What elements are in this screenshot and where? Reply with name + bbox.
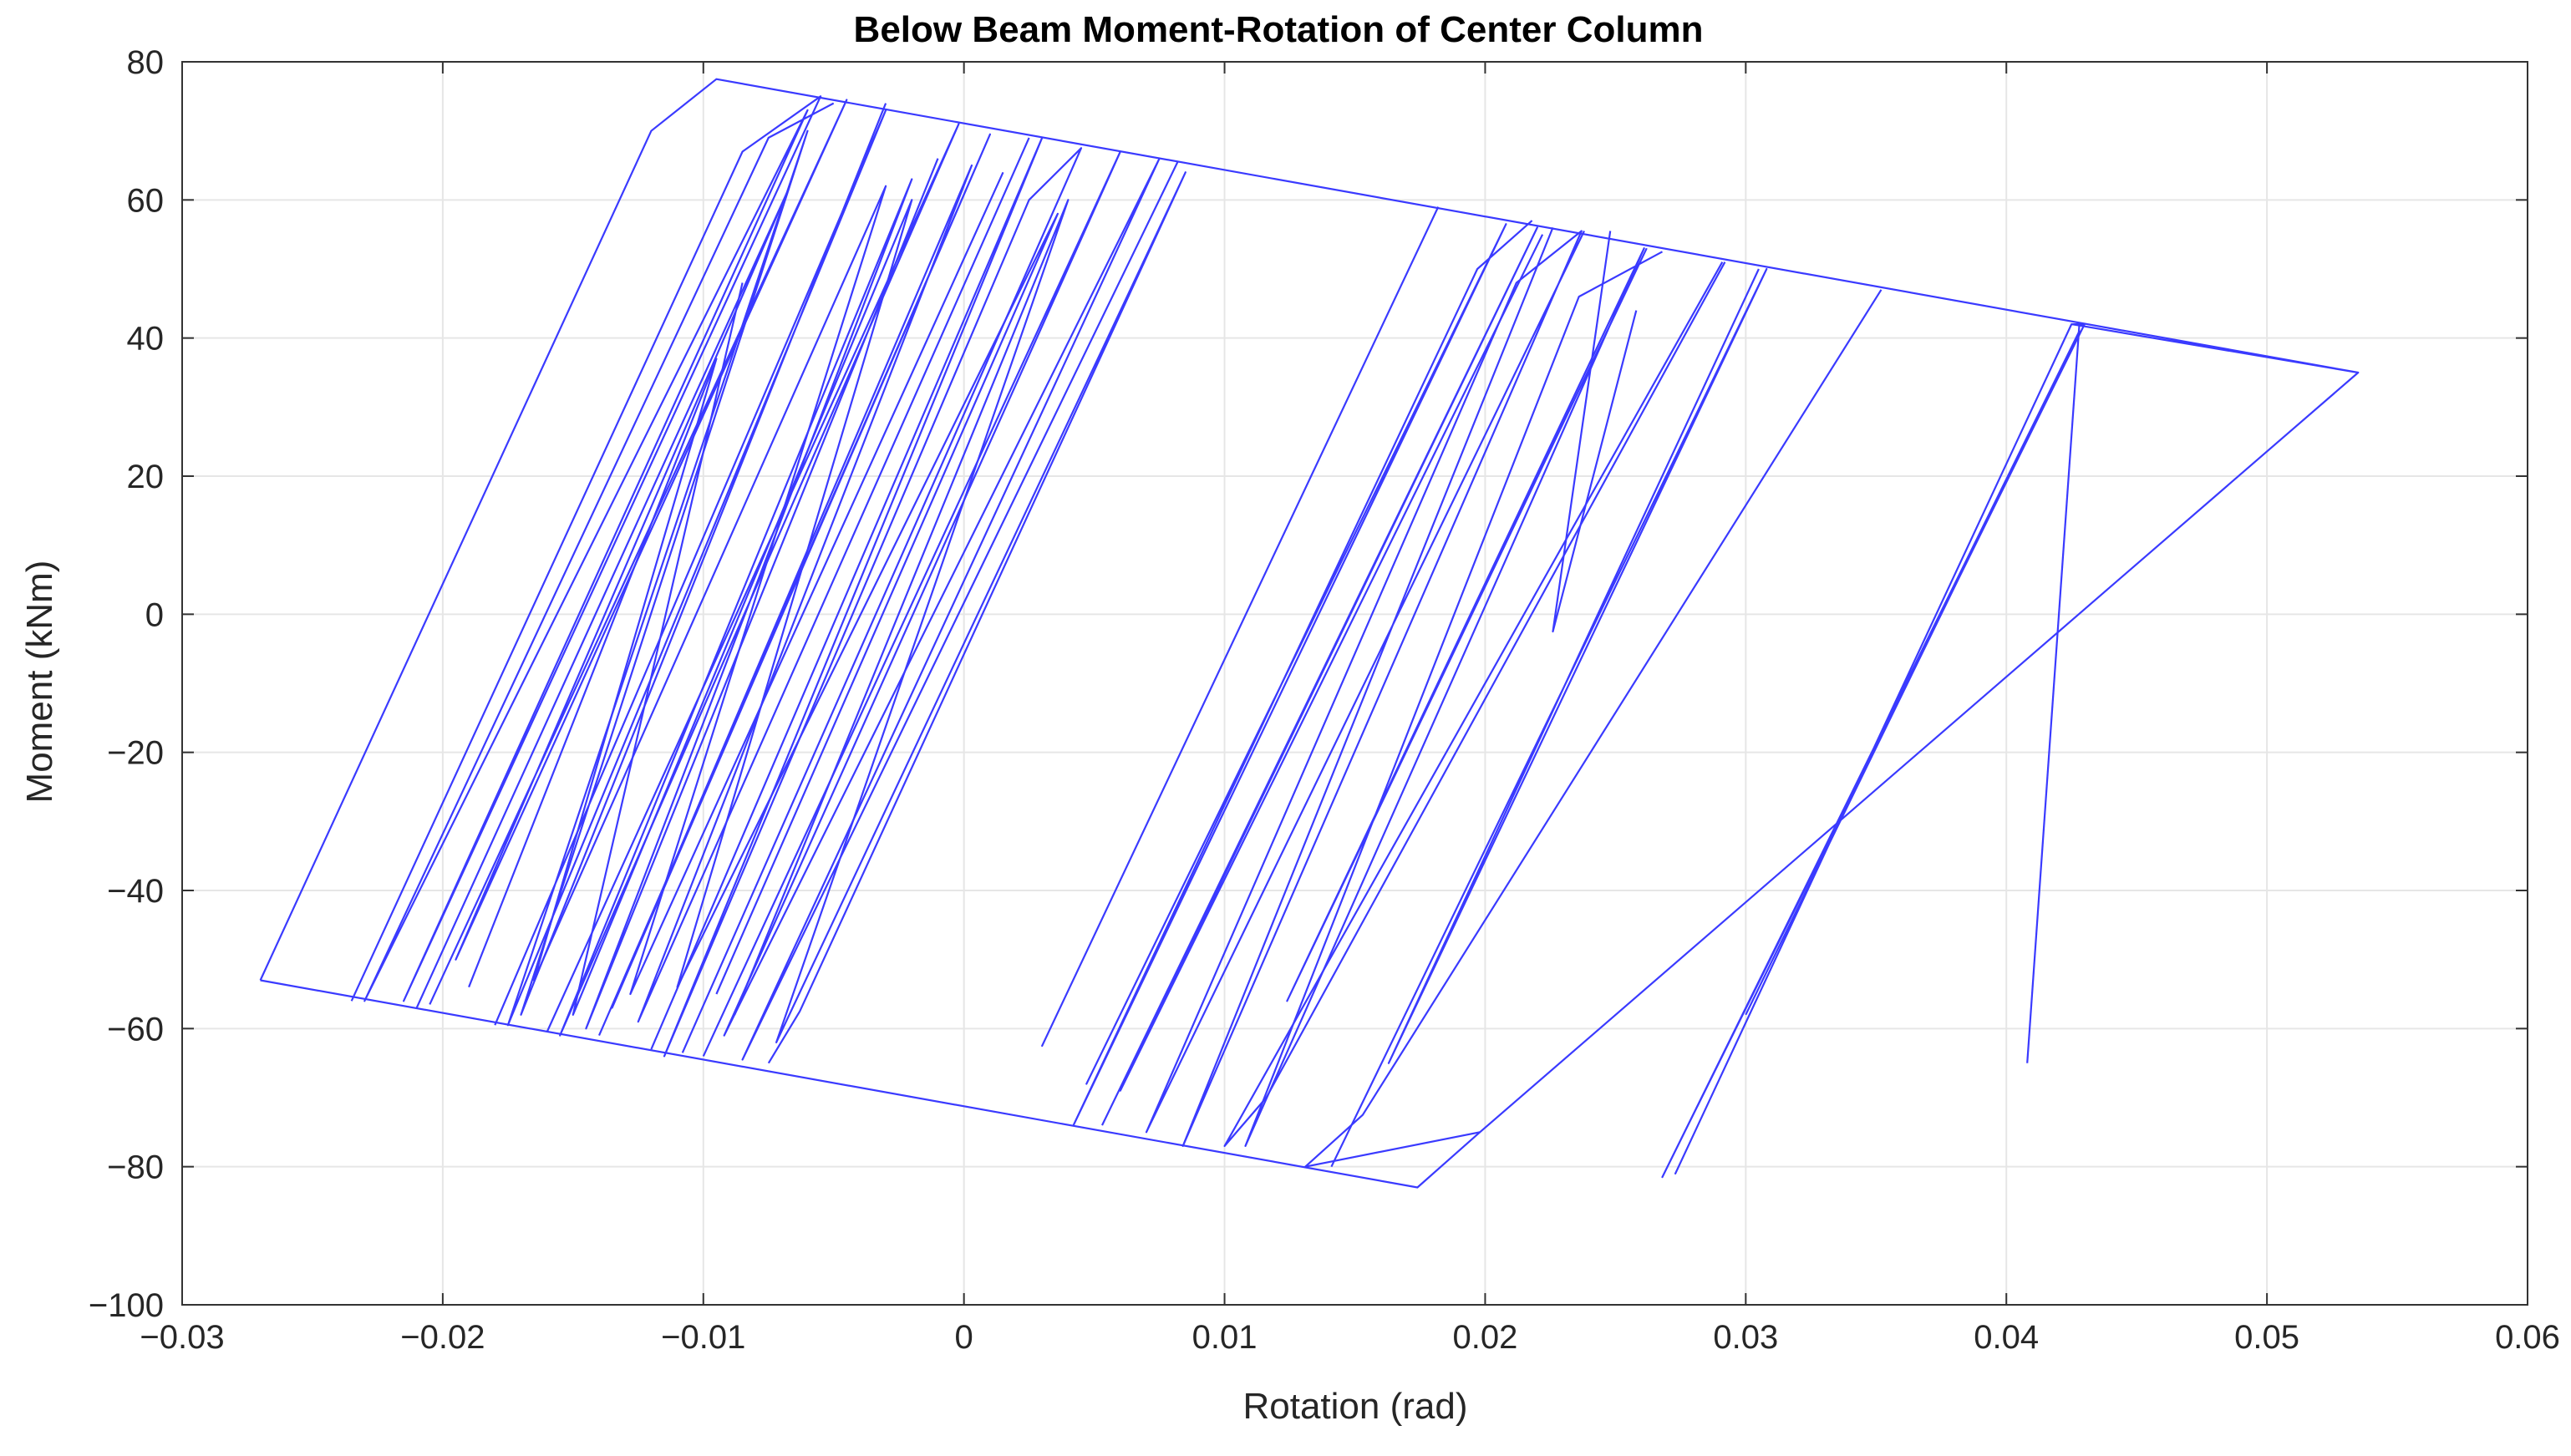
x-tick-label: 0.06 [2495, 1319, 2560, 1356]
x-tick-label: 0.03 [1713, 1319, 1778, 1356]
plot-lines [259, 78, 2360, 1189]
x-tick-label: 0.01 [1192, 1319, 1258, 1356]
y-axis-label: Moment (kNm) [19, 561, 60, 804]
series-line-21 [572, 199, 1059, 1016]
x-tick-label: 0.05 [2234, 1319, 2299, 1356]
y-tick-label: 20 [127, 459, 165, 495]
x-tick-labels: −0.03 −0.02 −0.01 0 0.01 0.02 0.03 0.04 0.05 0.06 [140, 1319, 2560, 1356]
chart-title: Below Beam Moment-Rotation of Center Col… [854, 9, 1704, 50]
y-tick-label: −40 [107, 873, 164, 910]
series-line-7 [1244, 247, 1664, 1148]
x-tick-label: −0.02 [400, 1319, 485, 1356]
series-line-2 [260, 372, 2360, 1189]
x-tick-label: −0.01 [661, 1319, 745, 1356]
y-tick-label: −100 [89, 1287, 164, 1324]
x-tick-label: 0.02 [1453, 1319, 1518, 1356]
series-line-17 [597, 133, 1030, 1037]
series-line-12 [1041, 206, 1440, 1048]
y-tick-labels: −100 −80 −60 −40 −20 0 20 40 60 80 [89, 44, 164, 1324]
series-line-4 [1304, 289, 1883, 1168]
series-line-15 [494, 103, 887, 1027]
series-line-11 [1072, 220, 1533, 1127]
y-tick-label: 0 [145, 596, 164, 633]
y-tick-label: 60 [127, 182, 165, 219]
series-line-9 [1145, 226, 1585, 1148]
series-line-14 [415, 99, 848, 1008]
series-line-13 [350, 95, 835, 1002]
series-line-5 [1330, 267, 1768, 1168]
tick-marks [181, 61, 2528, 1306]
series-line-8 [1552, 231, 1638, 633]
y-tick-label: 40 [127, 321, 165, 358]
y-tick-label: −80 [107, 1149, 164, 1186]
series-line-1 [259, 78, 2360, 1179]
x-tick-label: 0 [955, 1319, 973, 1356]
x-tick-label: 0.04 [1974, 1319, 2039, 1356]
series-line-3 [2026, 324, 2081, 1063]
series-line-18 [650, 136, 1083, 1058]
x-tick-label: −0.03 [140, 1319, 224, 1356]
series-line-6 [1223, 261, 1726, 1148]
y-tick-label: 80 [127, 44, 165, 81]
y-tick-label: −60 [107, 1011, 164, 1048]
x-axis-label: Rotation (rad) [1242, 1386, 1467, 1427]
series-line-22 [468, 171, 1004, 996]
series-line-19 [702, 150, 1179, 1061]
y-tick-label: −20 [107, 735, 164, 772]
series-line-20 [734, 171, 1186, 1064]
series-line-10 [1101, 226, 1544, 1126]
plot-frame [181, 61, 2528, 1306]
